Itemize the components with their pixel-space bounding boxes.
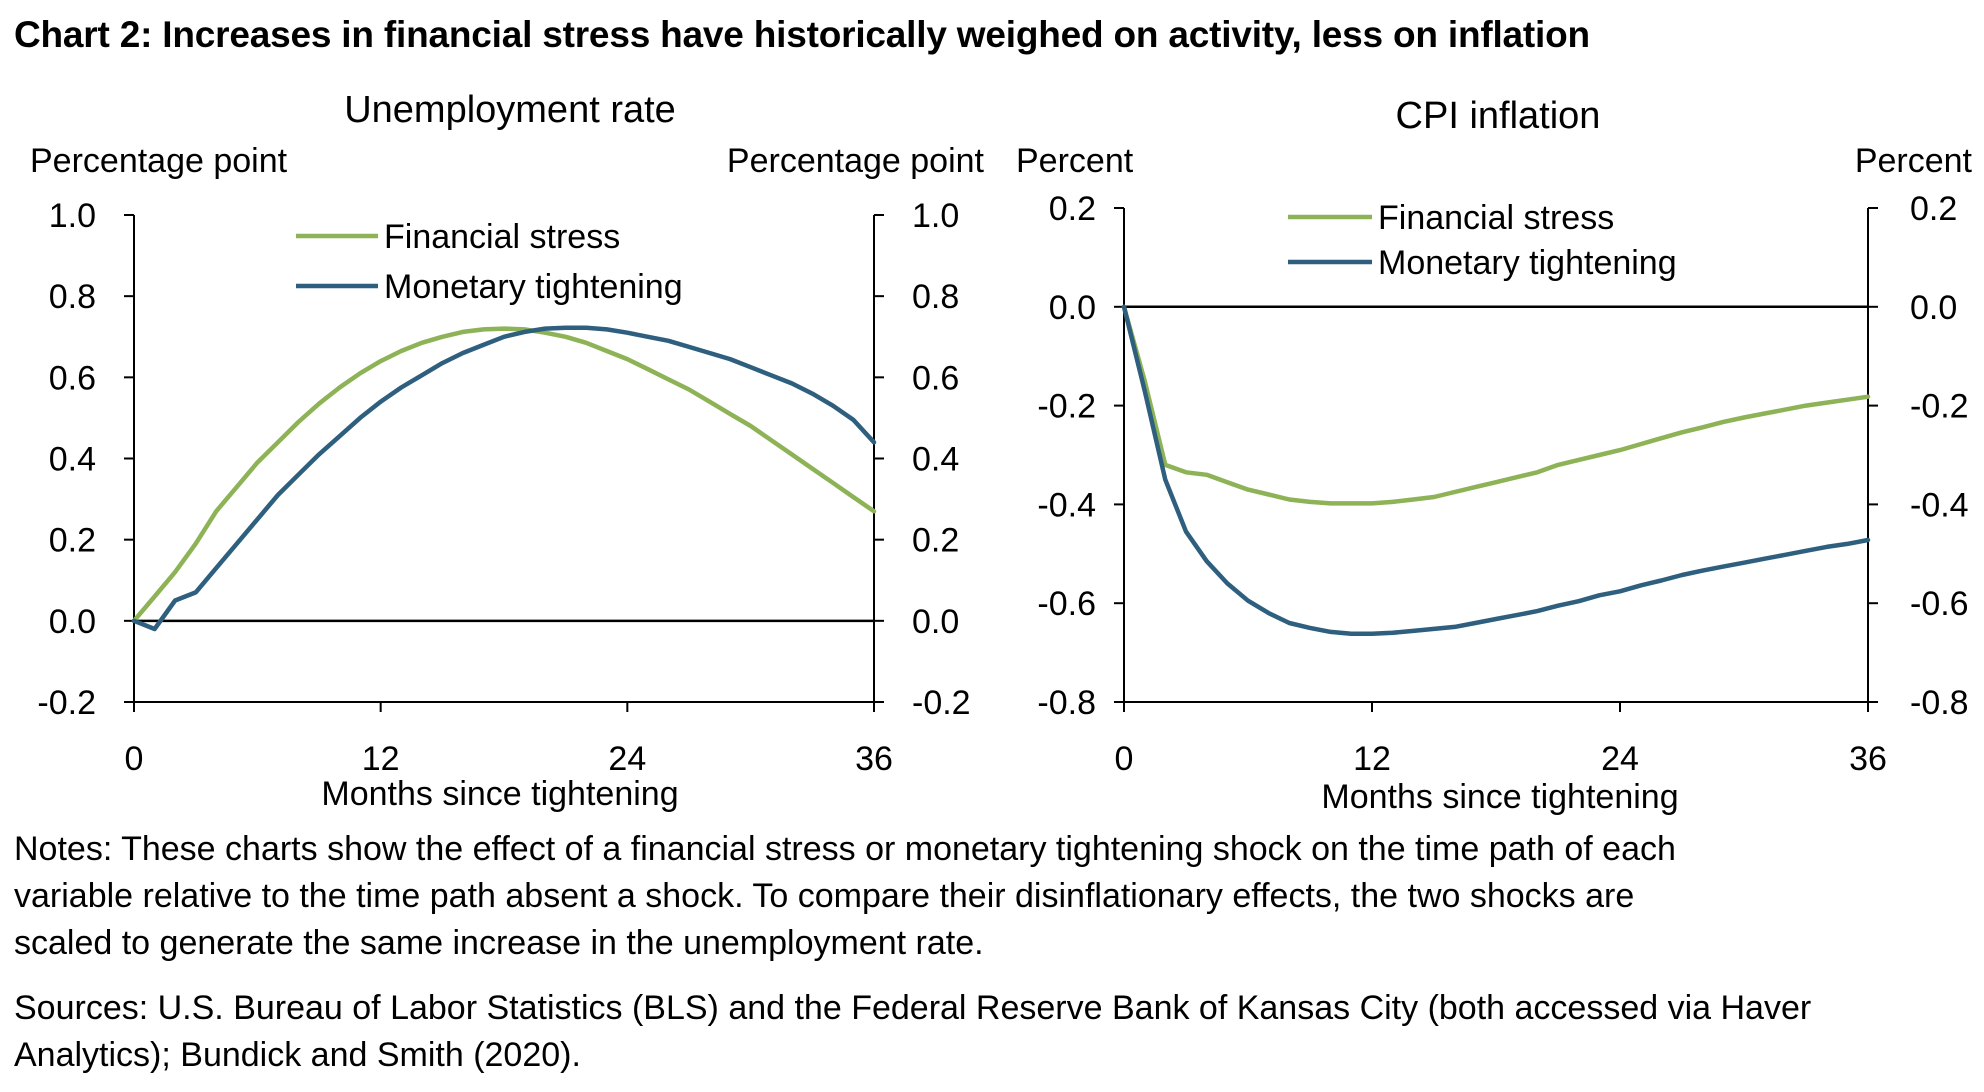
y-tick-label-right: 0.0: [912, 603, 959, 641]
notes-block: Notes: These charts show the effect of a…: [14, 826, 1676, 967]
y-tick-label-right: 0.6: [912, 359, 959, 397]
legend-label: Monetary tightening: [384, 268, 683, 306]
y-tick-label-left: 0.4: [49, 441, 96, 479]
y-axis-label-left: Percent: [1016, 142, 1134, 180]
y-tick-label-right: 0.4: [912, 441, 959, 479]
y-tick-label-left: 0.0: [49, 603, 96, 641]
x-tick-label: 36: [855, 740, 893, 778]
y-axis-label-left: Percentage point: [30, 142, 288, 180]
x-tick-label: 36: [1849, 740, 1887, 778]
y-tick-label-left: 0.2: [1049, 190, 1096, 228]
x-tick-label: 0: [125, 740, 144, 778]
y-tick-label-right: 0.0: [1910, 289, 1957, 327]
y-tick-label-right: 0.2: [1910, 190, 1957, 228]
y-tick-label-left: -0.4: [1037, 486, 1096, 524]
legend-label: Financial stress: [1378, 199, 1614, 237]
y-tick-label-left: 1.0: [49, 197, 96, 235]
sources-line: Analytics); Bundick and Smith (2020).: [14, 1036, 581, 1074]
y-tick-label-right: 1.0: [912, 197, 959, 235]
x-tick-label: 12: [1353, 740, 1391, 778]
x-tick-label: 24: [1601, 740, 1639, 778]
sources-line: Sources: U.S. Bureau of Labor Statistics…: [14, 989, 1812, 1027]
series-line-financial-stress: [131, 326, 877, 624]
notes-line: variable relative to the time path absen…: [14, 877, 1635, 915]
y-tick-label-right: -0.4: [1910, 486, 1969, 524]
x-axis-label: Months since tightening: [321, 775, 678, 813]
y-tick-label-right: -0.2: [912, 684, 971, 722]
y-tick-label-left: -0.2: [1037, 388, 1096, 426]
y-tick-label-left: 0.0: [1049, 289, 1096, 327]
series-line-monetary-tightening: [1121, 304, 1871, 637]
cpi-inflation-chart: CPI inflation Percent Percent -0.8 -0.8 -0.6 -…: [1016, 95, 1973, 816]
y-axis-label-right: Percent: [1855, 142, 1973, 180]
y-tick-label-right: -0.8: [1910, 684, 1969, 722]
x-tick-label: 12: [362, 740, 400, 778]
y-tick-label-left: 0.8: [49, 278, 96, 316]
x-axis-label: Months since tightening: [1321, 778, 1678, 816]
legend-label: Monetary tightening: [1378, 244, 1677, 282]
y-tick-label-right: -0.2: [1910, 388, 1969, 426]
series-line-financial-stress: [1121, 304, 1871, 506]
unemployment-chart: Unemployment rate Percentage point Percent…: [30, 89, 985, 813]
y-tick-label-left: 0.6: [49, 359, 96, 397]
y-axis-label-right: Percentage point: [727, 142, 985, 180]
x-tick-label: 24: [608, 740, 646, 778]
sources-block: Sources: U.S. Bureau of Labor Statistics…: [14, 985, 1811, 1079]
y-tick-label-right: 0.8: [912, 278, 959, 316]
y-tick-label-left: -0.8: [1037, 684, 1096, 722]
y-tick-label-left: 0.2: [49, 522, 96, 560]
chart-title: CPI inflation: [1396, 95, 1601, 137]
y-tick-label-left: -0.2: [37, 684, 96, 722]
chart-title: Unemployment rate: [344, 89, 676, 131]
notes-line: scaled to generate the same increase in …: [14, 924, 984, 962]
series-line-monetary-tightening: [131, 325, 877, 632]
legend: Financial stress Monetary tightening: [296, 218, 683, 306]
x-tick-label: 0: [1115, 740, 1134, 778]
legend: Financial stress Monetary tightening: [1288, 199, 1677, 282]
legend-label: Financial stress: [384, 218, 620, 256]
notes-line: Notes: These charts show the effect of a…: [14, 830, 1676, 868]
page-title: Chart 2: Increases in financial stress h…: [14, 14, 1590, 55]
y-tick-label-right: 0.2: [912, 522, 959, 560]
y-tick-label-left: -0.6: [1037, 585, 1096, 623]
y-tick-label-right: -0.6: [1910, 585, 1969, 623]
